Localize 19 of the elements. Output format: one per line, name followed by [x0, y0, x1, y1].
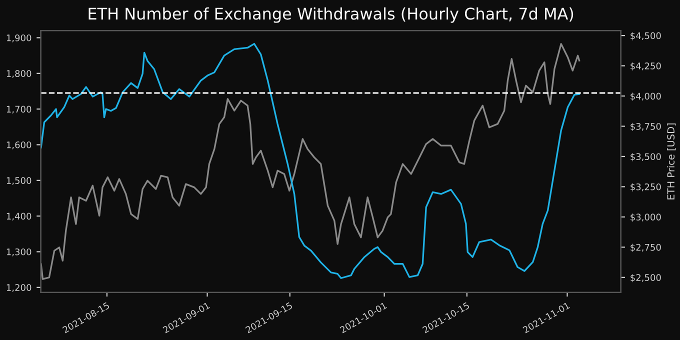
y-tick-label: 1,200 [6, 284, 32, 292]
chart-title: ETH Number of Exchange Withdrawals (Hourly Chart, 7d MA) [88, 7, 574, 23]
y2-tick-label: $3,750 [630, 122, 661, 132]
y-tick-label: 1,800 [6, 70, 32, 78]
y2-tick-label: $4,000 [630, 92, 661, 101]
y-tick-label: 1,700 [6, 106, 32, 114]
y2-tick-label: $3,000 [630, 214, 661, 222]
y2-tick-label: $3,250 [630, 183, 661, 192]
y2-tick-label: $4,250 [630, 62, 661, 71]
y2-axis-title: ETH Price [USD] [667, 124, 676, 200]
y2-tick-label: $3,500 [630, 153, 661, 162]
y-tick-label: 1,300 [6, 248, 32, 256]
y-tick-label: 1,900 [6, 34, 32, 42]
y-tick-label: 1,500 [6, 177, 32, 185]
y2-tick-label: $2,500 [630, 274, 661, 282]
y-tick-label: 1,600 [6, 141, 32, 150]
y2-tick-label: $2,750 [630, 244, 661, 252]
y-tick-label: 1,400 [6, 212, 32, 221]
y2-tick-label: $4,500 [630, 32, 661, 40]
